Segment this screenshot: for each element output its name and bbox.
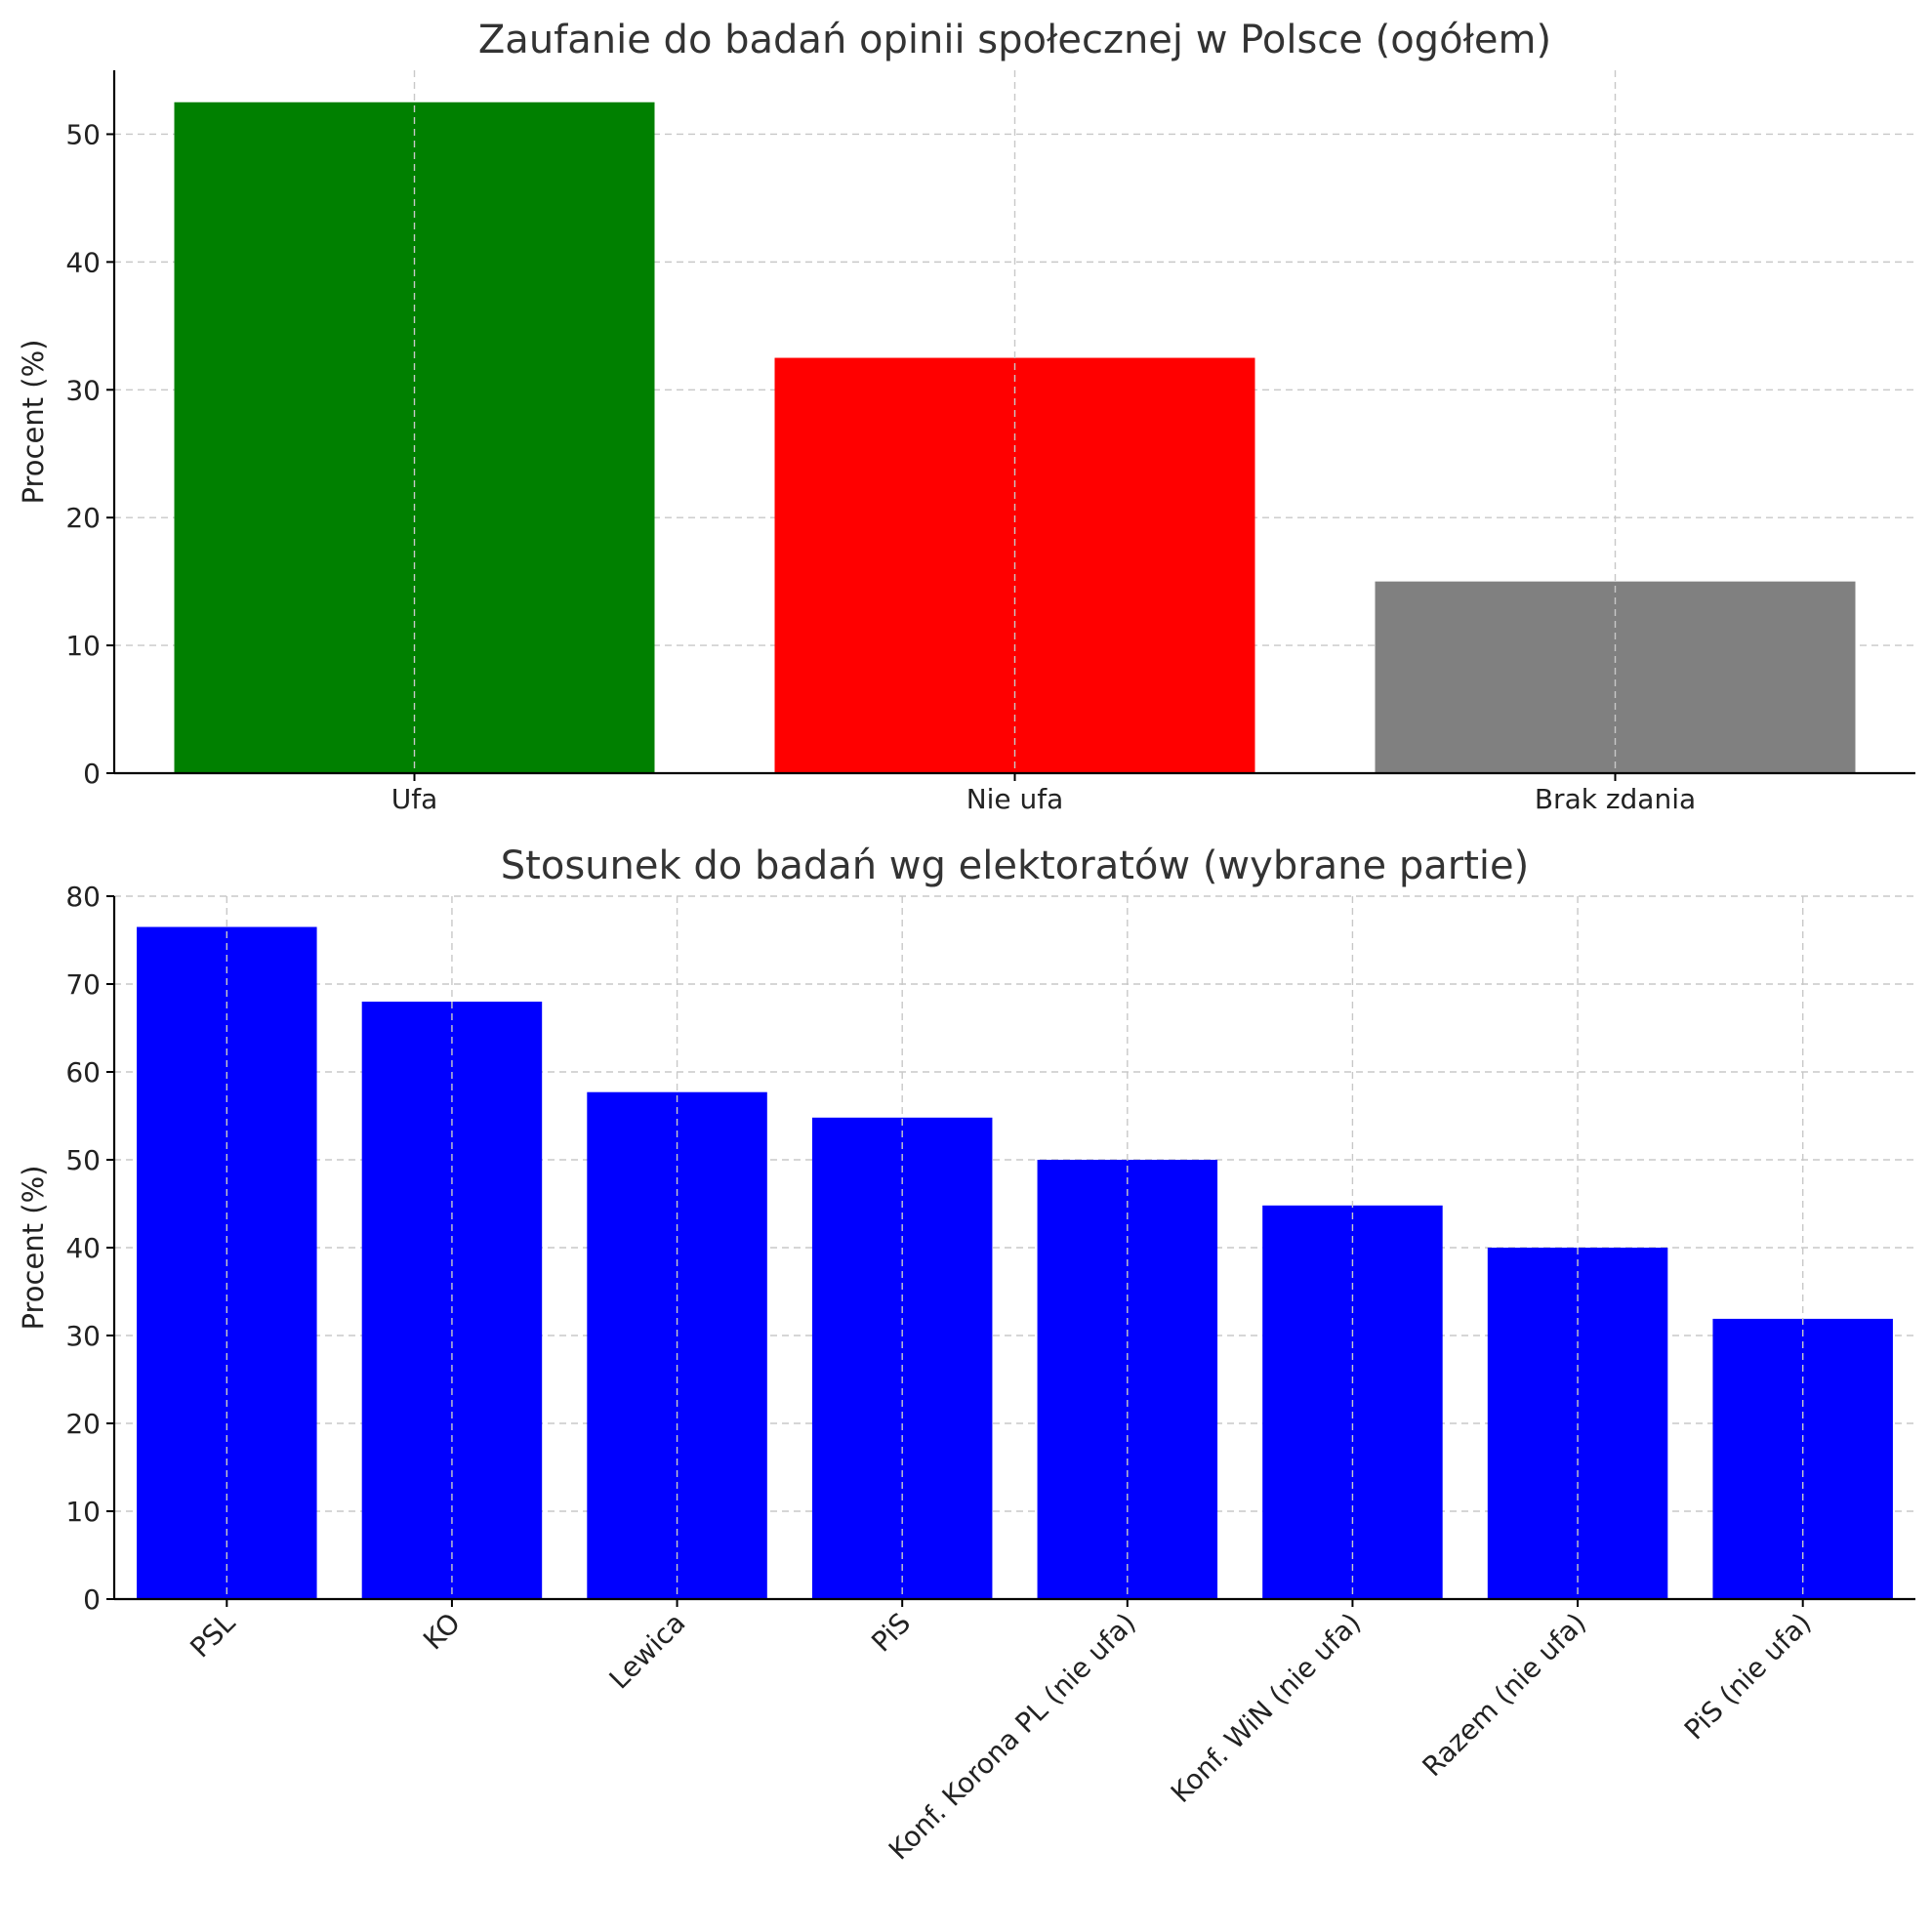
x-tick-label: Razem (nie ufa)	[1416, 1607, 1592, 1784]
x-tick-label: Konf. WiN (nie ufa)	[1165, 1607, 1367, 1809]
y-tick-label: 10	[65, 1496, 101, 1528]
y-tick-label: 0	[83, 758, 101, 790]
y-tick-label: 60	[65, 1056, 101, 1089]
y-tick-label: 0	[83, 1583, 101, 1616]
y-tick-label: 20	[65, 1408, 101, 1440]
chart-title: Stosunek do badań wg elektoratów (wybran…	[501, 843, 1529, 888]
y-tick-label: 30	[65, 1320, 101, 1352]
x-tick-label: Konf. Korona PL (nie ufa)	[883, 1607, 1142, 1867]
y-tick-label: 50	[65, 1144, 101, 1176]
y-tick-label: 30	[65, 374, 101, 406]
x-tick-label: PiS (nie ufa)	[1678, 1607, 1818, 1747]
x-tick-label: PiS	[865, 1607, 917, 1659]
y-tick-label: 40	[65, 246, 101, 278]
x-tick-label: KO	[417, 1607, 467, 1657]
y-tick-label: 50	[65, 118, 101, 150]
x-tick-label: Nie ufa	[966, 783, 1064, 815]
chart-overall-trust: 0 10 20 30 40 50 Ufa Nie ufa Brak zdania Zaufanie…	[17, 18, 1915, 815]
x-tick-label: Ufa	[391, 783, 438, 815]
x-tick-label: PSL	[184, 1606, 241, 1664]
y-tick-label: 40	[65, 1232, 101, 1264]
y-tick-label: 70	[65, 968, 101, 1001]
y-tick-label: 80	[65, 881, 101, 913]
y-tick-label: 10	[65, 630, 101, 662]
y-axis-label: Procent (%)	[17, 340, 50, 505]
y-tick-label: 20	[65, 502, 101, 534]
x-tick-label: Brak zdania	[1535, 783, 1696, 815]
x-tick-label: Lewica	[603, 1607, 692, 1696]
y-axis-label: Procent (%)	[17, 1166, 50, 1331]
chart-title: Zaufanie do badań opinii społecznej w Po…	[478, 18, 1551, 62]
